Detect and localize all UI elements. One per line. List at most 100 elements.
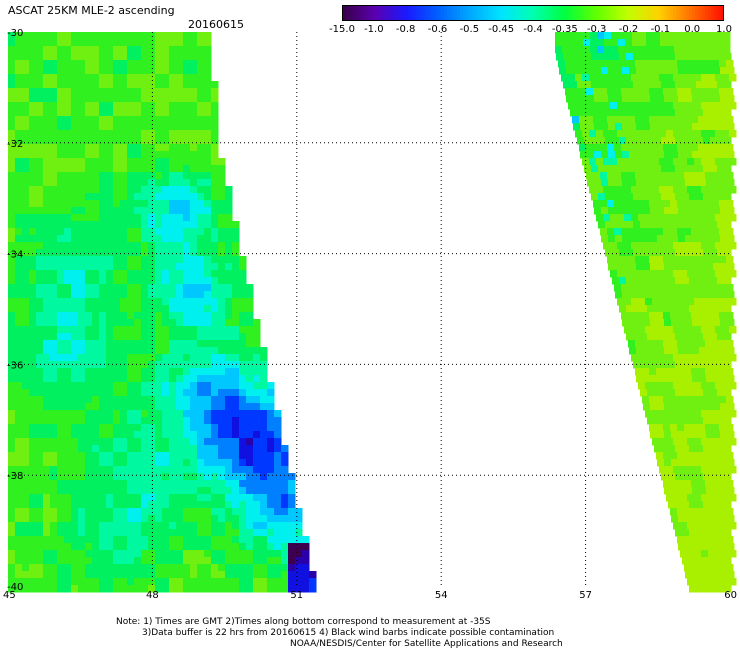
swath-cell <box>204 151 212 159</box>
swath-cell <box>260 417 268 425</box>
swath-cell <box>696 333 704 341</box>
swath-cell <box>71 459 79 467</box>
swath-cell <box>64 165 72 173</box>
swath-cell <box>720 123 728 131</box>
swath-cell <box>288 536 296 544</box>
swath-cell <box>120 382 128 390</box>
swath-cell <box>85 291 93 299</box>
swath-cell <box>78 571 86 579</box>
swath-cell <box>50 60 58 68</box>
color-scale-step <box>488 5 493 21</box>
swath-cell <box>190 340 198 348</box>
swath-cell <box>50 291 58 299</box>
color-scale-step <box>615 5 620 21</box>
swath-cell <box>78 74 86 82</box>
swath-cell <box>673 326 681 334</box>
color-scale-step <box>466 5 470 21</box>
swath-cell <box>232 256 240 264</box>
swath-cell <box>232 249 240 257</box>
swath-cell <box>43 543 51 551</box>
swath-cell <box>106 543 114 551</box>
swath-cell <box>684 256 692 264</box>
swath-cell <box>710 529 718 537</box>
swath-cell <box>134 221 142 229</box>
swath-cell <box>190 347 198 355</box>
swath-cell <box>211 487 219 495</box>
swath-cell <box>715 102 723 110</box>
swath-cell <box>134 88 142 96</box>
swath-cell <box>85 165 93 173</box>
swath-cell <box>211 522 219 530</box>
color-scale-step <box>517 5 521 21</box>
swath-cell <box>36 487 44 495</box>
swath-cell <box>169 263 177 271</box>
swath-cell <box>176 501 184 509</box>
swath-cell <box>15 228 23 236</box>
swath-cell <box>134 284 142 292</box>
swath-cell <box>720 571 728 579</box>
swath-cell <box>218 235 226 243</box>
swath-cell <box>568 102 576 110</box>
swath-cell <box>71 137 79 145</box>
swath-cell <box>155 536 163 544</box>
swath-cell <box>127 263 135 271</box>
swath-cell <box>43 116 51 124</box>
swath-cell <box>703 165 711 173</box>
swath-cell <box>622 179 630 187</box>
swath-cell <box>120 193 128 201</box>
swath-cell <box>113 403 121 411</box>
swath-cell <box>204 326 212 334</box>
swath-cell <box>190 228 198 236</box>
swath-cell <box>162 571 170 579</box>
color-scale-step <box>399 5 404 21</box>
swath-cell <box>281 466 289 474</box>
swath-cell <box>698 312 706 320</box>
swath-cell <box>727 179 735 187</box>
swath-cell <box>57 368 65 376</box>
swath-cell <box>106 74 114 82</box>
swath-cell <box>92 571 100 579</box>
color-scale-step <box>405 5 410 21</box>
swath-cell <box>148 445 156 453</box>
swath-cell <box>92 53 100 61</box>
swath-cell <box>246 312 254 320</box>
swath-cell <box>225 480 233 488</box>
swath-cell <box>64 340 72 348</box>
swath-cell <box>29 74 37 82</box>
swath-cell <box>674 39 682 47</box>
swath-cell <box>636 263 644 271</box>
swath-cell <box>78 431 86 439</box>
latitude-label: -38 <box>7 471 23 482</box>
swath-cell <box>699 347 707 355</box>
swath-cell <box>211 228 219 236</box>
swath-cell <box>204 53 212 61</box>
swath-cell <box>99 123 107 131</box>
swath-cell <box>664 291 672 299</box>
swath-cell <box>684 228 692 236</box>
swath-cell <box>176 102 184 110</box>
swath-cell <box>197 550 205 558</box>
swath-cell <box>677 172 685 180</box>
swath-cell <box>36 137 44 145</box>
color-scale-step <box>520 5 525 21</box>
swath-cell <box>603 214 611 222</box>
swath-cell <box>43 487 51 495</box>
swath-cell <box>176 263 184 271</box>
swath-cell <box>657 235 665 243</box>
swath-cell <box>162 151 170 159</box>
swath-cell <box>712 508 720 516</box>
swath-cell <box>197 466 205 474</box>
swath-cell <box>685 543 693 551</box>
color-scale-step <box>622 5 626 21</box>
swath-cell <box>15 284 23 292</box>
swath-cell <box>671 459 679 467</box>
swath-cell <box>218 564 226 572</box>
swath-cell <box>726 424 734 432</box>
swath-cell <box>85 417 93 425</box>
swath-cell <box>710 473 718 481</box>
swath-cell <box>22 60 30 68</box>
swath-cell <box>633 109 641 117</box>
swath-cell <box>57 221 65 229</box>
swath-cell <box>260 452 268 460</box>
swath-cell <box>29 270 37 278</box>
